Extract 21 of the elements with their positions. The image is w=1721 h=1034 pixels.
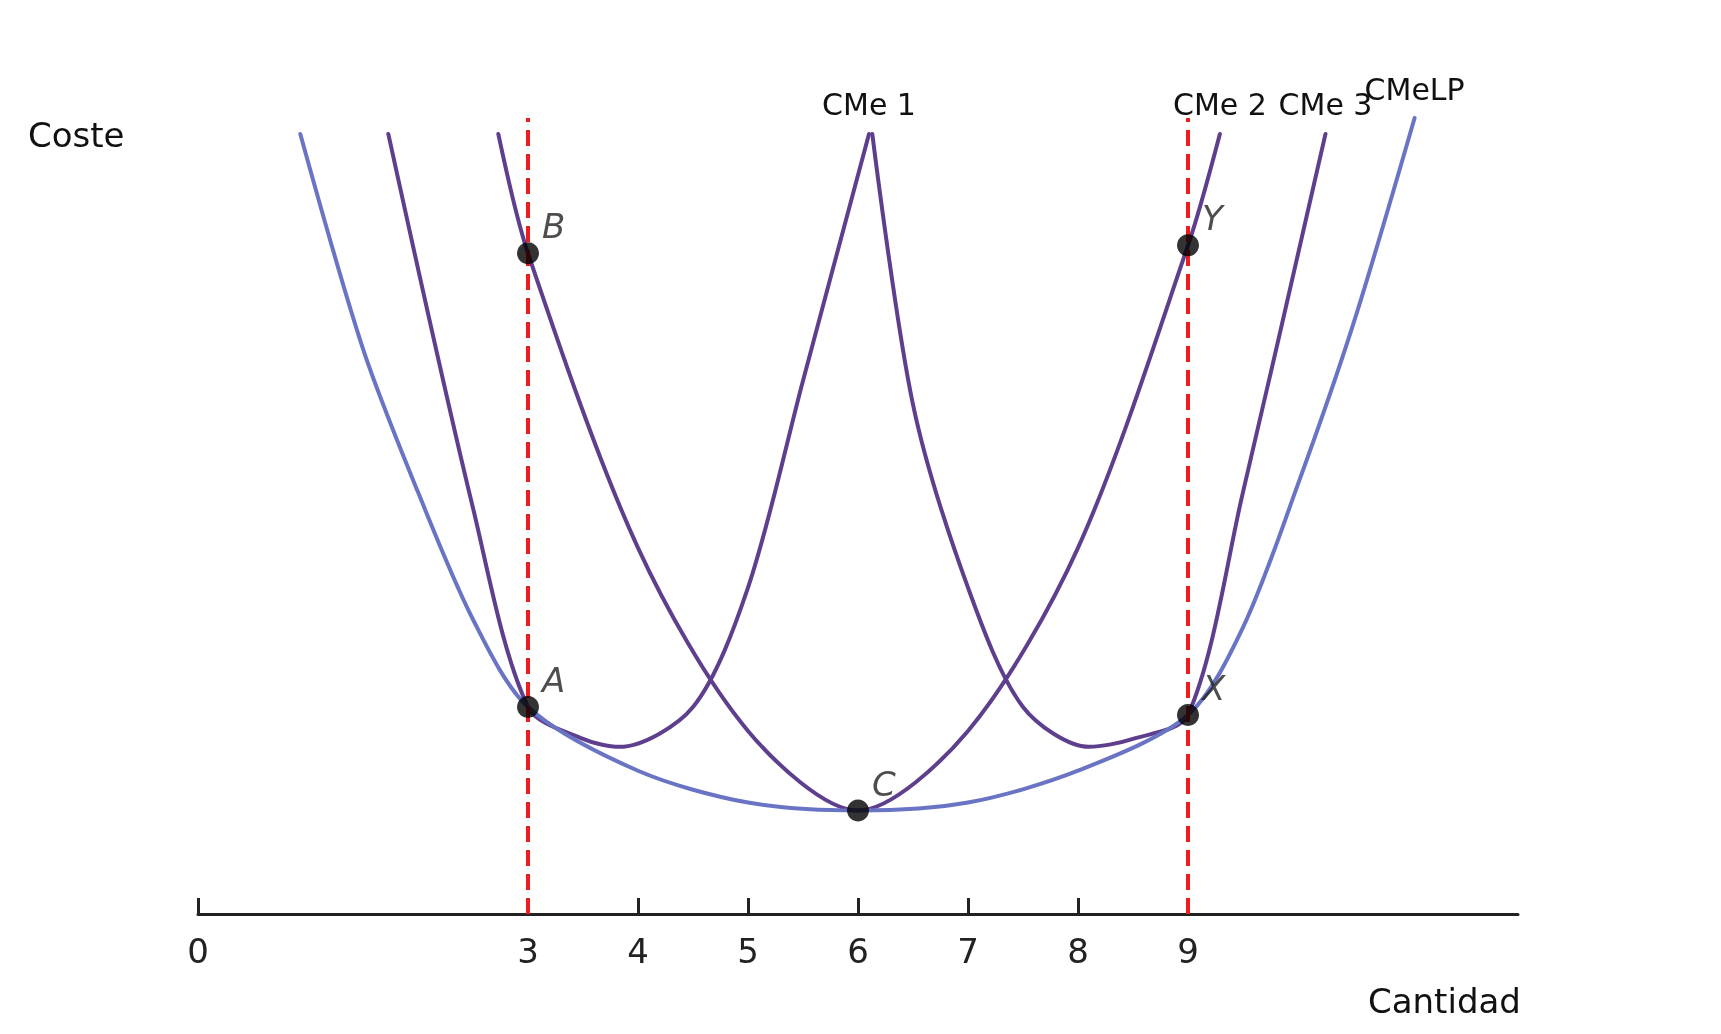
- x-tick-label: 9: [1177, 931, 1199, 971]
- point: [517, 242, 539, 265]
- point: [847, 799, 869, 822]
- x-tick-label: 3: [517, 931, 539, 971]
- annotation: Y: [1202, 198, 1225, 239]
- series-label: CMe 2: [1172, 87, 1267, 123]
- x-tick-label: 5: [737, 931, 759, 971]
- annotation: C: [872, 763, 896, 804]
- y-axis-title: Coste: [28, 115, 125, 155]
- x-tick-label: 6: [847, 931, 869, 971]
- x-tick-label: 7: [957, 931, 979, 971]
- series-label: CMe 1: [822, 87, 916, 123]
- x-tick-label: 8: [1067, 931, 1089, 971]
- annotation: B: [542, 206, 566, 247]
- point: [517, 696, 539, 719]
- annotation: A: [540, 660, 566, 701]
- point: [1177, 234, 1199, 257]
- x-tick-label: 4: [627, 931, 649, 971]
- x-tick-label: 0: [187, 931, 209, 971]
- point: [1177, 704, 1199, 726]
- x-axis-title: Cantidad: [1368, 981, 1521, 1021]
